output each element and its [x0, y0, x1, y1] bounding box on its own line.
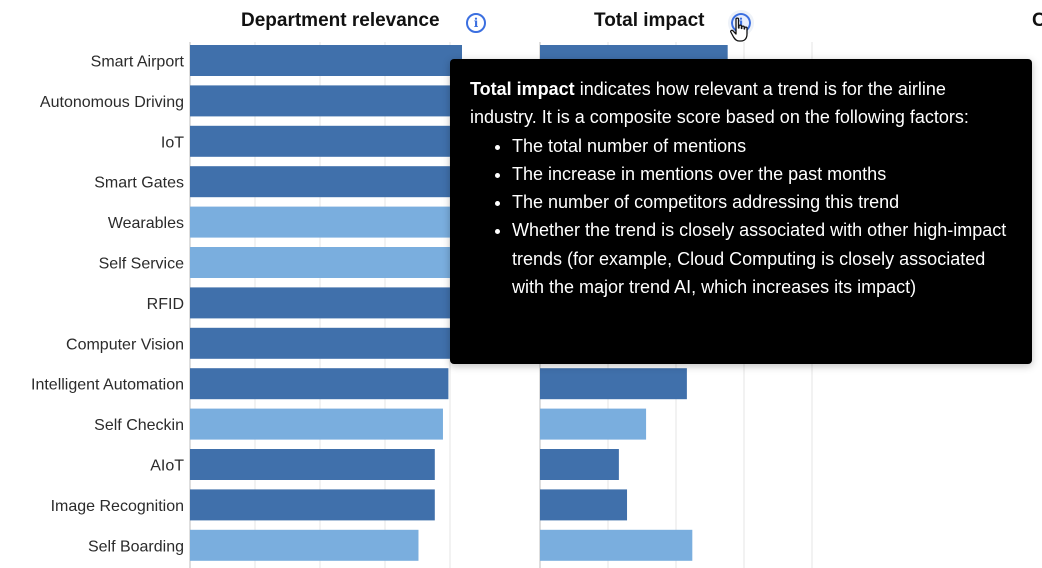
department-relevance-bar[interactable]	[190, 327, 452, 359]
category-label: Self Checkin	[94, 417, 184, 434]
category-label: Computer Vision	[66, 336, 184, 353]
department-relevance-bar[interactable]	[190, 125, 457, 157]
tooltip-factor: The total number of mentions	[512, 132, 1012, 160]
department-relevance-bar[interactable]	[190, 287, 454, 319]
tooltip-factor: Whether the trend is closely associated …	[512, 216, 1012, 301]
total-impact-info-icon[interactable]: i	[728, 10, 754, 36]
tooltip-title: Total impact	[470, 79, 575, 99]
total-impact-bar[interactable]	[540, 489, 628, 521]
total-impact-bar[interactable]	[540, 529, 693, 561]
department-relevance-bar[interactable]	[190, 368, 449, 400]
department-relevance-bar[interactable]	[190, 247, 454, 278]
total-impact-header: Total impact	[594, 10, 705, 31]
department-relevance-bars	[190, 45, 462, 561]
department-relevance-bar[interactable]	[190, 489, 435, 521]
department-relevance-bar[interactable]	[190, 45, 462, 76]
category-label: Autonomous Driving	[40, 94, 184, 111]
category-label: Smart Airport	[91, 54, 185, 71]
department-relevance-bar[interactable]	[190, 408, 443, 440]
department-relevance-header: Department relevance	[241, 10, 440, 31]
tooltip-intro: Total impact indicates how relevant a tr…	[470, 75, 1012, 132]
department-relevance-bar[interactable]	[190, 206, 454, 238]
category-label: Self Service	[99, 256, 184, 273]
total-impact-tooltip: Total impact indicates how relevant a tr…	[450, 59, 1032, 364]
department-relevance-bar[interactable]	[190, 449, 435, 480]
category-label: RFID	[147, 296, 184, 313]
tooltip-factor: The number of competitors addressing thi…	[512, 188, 1012, 216]
total-impact-bar[interactable]	[540, 368, 687, 400]
category-label: Wearables	[108, 215, 184, 232]
category-label: Image Recognition	[51, 498, 184, 515]
third-column-header: C	[1032, 10, 1042, 31]
tooltip-factor: The increase in mentions over the past m…	[512, 160, 1012, 188]
category-label: Smart Gates	[94, 175, 184, 192]
total-impact-bar[interactable]	[540, 408, 647, 440]
category-label: Intelligent Automation	[31, 377, 184, 394]
category-labels: Smart Airport Autonomous Driving IoT Smart …	[31, 54, 185, 556]
category-label: IoT	[161, 134, 184, 151]
category-label: AIoT	[150, 458, 184, 475]
department-relevance-bar[interactable]	[190, 166, 454, 198]
department-relevance-bar[interactable]	[190, 529, 419, 561]
total-impact-bar[interactable]	[540, 449, 619, 480]
department-relevance-bar[interactable]	[190, 85, 457, 117]
department-relevance-info-icon[interactable]: i	[466, 13, 486, 33]
tooltip-factor-list: The total number of mentions The increas…	[470, 132, 1012, 302]
tooltip-intro-text: indicates how relevant a trend is for th…	[470, 79, 969, 128]
category-label: Self Boarding	[88, 538, 184, 555]
